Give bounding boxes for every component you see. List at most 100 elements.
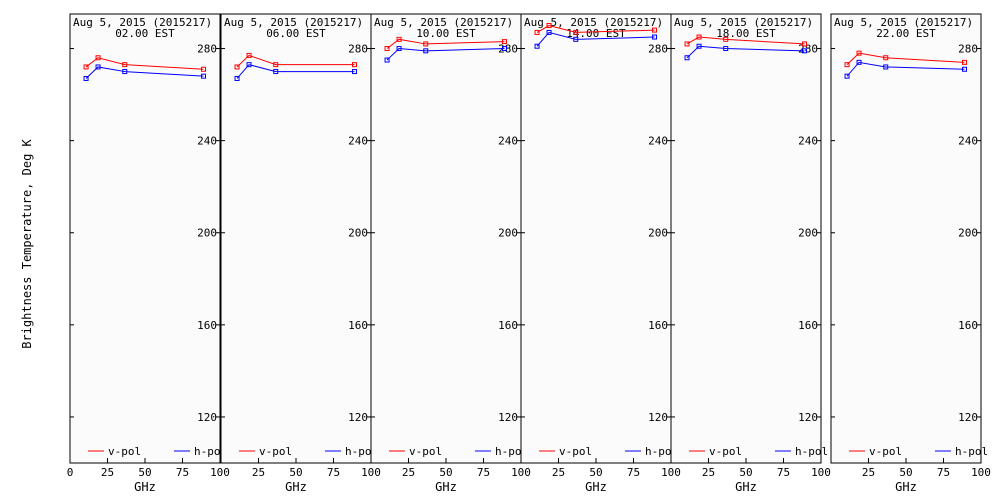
x-tick-label: 50 — [138, 466, 151, 479]
y-tick-label: 240 — [958, 135, 978, 148]
data-point — [546, 23, 552, 29]
legend-label: h-pol — [645, 445, 678, 458]
panel-title: Aug 5, 2015 (2015217) — [674, 16, 813, 29]
y-tick-label: 160 — [798, 319, 818, 332]
y-tick-label: 200 — [498, 227, 518, 240]
legend-label: h-pol — [495, 445, 528, 458]
y-tick-label: 280 — [498, 43, 518, 56]
series-line-v-pol — [236, 54, 355, 68]
y-tick-label: 120 — [197, 411, 217, 424]
y-tick-label: 160 — [197, 319, 217, 332]
data-point — [95, 64, 101, 70]
data-point — [423, 41, 429, 47]
data-point — [844, 62, 850, 68]
x-tick-label: 25 — [252, 466, 265, 479]
panel-6: Aug 5, 2015 (2015217)22.00 EST 120 160 200 2… — [830, 13, 991, 494]
data-point — [95, 55, 101, 61]
y-tick-label: 240 — [197, 135, 217, 148]
x-tick-label: 0 — [67, 466, 74, 479]
panel-subtitle: 14.00 EST — [566, 27, 626, 40]
x-tick-label: 100 — [511, 466, 531, 479]
data-point — [396, 46, 402, 52]
y-tick-label: 120 — [498, 411, 518, 424]
data-point — [573, 29, 579, 35]
x-tick-label: 100 — [361, 466, 381, 479]
y-tick-label: 200 — [958, 227, 978, 240]
data-point — [883, 64, 889, 70]
series-line-h-pol — [686, 45, 805, 59]
data-point — [201, 73, 206, 79]
data-point — [844, 73, 850, 79]
x-tick-label: 75 — [477, 466, 490, 479]
y-tick-label: 240 — [648, 135, 668, 148]
panel-4: Aug 5, 2015 (2015217)14.00 EST 120 160 200 2… — [520, 13, 681, 494]
data-point — [883, 55, 889, 61]
legend-label: h-pol — [194, 445, 227, 458]
y-tick-label: 280 — [958, 43, 978, 56]
plot-area — [520, 13, 672, 464]
data-point — [246, 62, 252, 68]
y-tick-label: 240 — [348, 135, 368, 148]
x-axis-label: GHz — [435, 480, 457, 494]
y-tick-label: 120 — [798, 411, 818, 424]
data-point — [723, 36, 729, 42]
x-tick-label: 75 — [627, 466, 640, 479]
panel-subtitle: 22.00 EST — [876, 27, 936, 40]
x-tick-label: 75 — [777, 466, 790, 479]
x-tick-label: 50 — [289, 466, 302, 479]
panel-2: Aug 5, 2015 (2015217)06.00 EST 120 160 200 2… — [220, 13, 381, 494]
panel-subtitle: 10.00 EST — [416, 27, 476, 40]
data-point — [122, 69, 128, 75]
x-tick-label: 75 — [327, 466, 340, 479]
data-point — [83, 64, 89, 70]
y-tick-label: 280 — [648, 43, 668, 56]
data-point — [273, 69, 279, 75]
data-point — [384, 46, 390, 52]
y-tick-label: 160 — [498, 319, 518, 332]
x-tick-label: 75 — [937, 466, 950, 479]
legend-label: v-pol — [709, 445, 742, 458]
data-point — [384, 57, 390, 63]
panel-title: Aug 5, 2015 (2015217) — [224, 16, 363, 29]
data-point — [546, 29, 552, 35]
panel-3: Aug 5, 2015 (2015217)10.00 EST 120 160 200 2… — [370, 13, 531, 494]
y-tick-label: 160 — [348, 319, 368, 332]
legend-label: h-pol — [345, 445, 378, 458]
y-tick-label: 280 — [197, 43, 217, 56]
data-point — [684, 41, 690, 47]
y-tick-label: 120 — [348, 411, 368, 424]
y-tick-label: 200 — [197, 227, 217, 240]
x-tick-label: 75 — [176, 466, 189, 479]
legend-label: h-pol — [795, 445, 828, 458]
data-point — [534, 43, 540, 49]
data-point — [122, 62, 128, 68]
y-tick-label: 160 — [648, 319, 668, 332]
x-tick-label: 25 — [862, 466, 875, 479]
series-line-v-pol — [386, 38, 505, 49]
panel-5: Aug 5, 2015 (2015217)18.00 EST 120 160 200 2… — [670, 13, 831, 494]
x-axis-label: GHz — [735, 480, 757, 494]
x-tick-label: 50 — [899, 466, 912, 479]
data-point — [684, 55, 690, 61]
data-point — [534, 29, 540, 35]
panel-title: Aug 5, 2015 (2015217) — [374, 16, 513, 29]
x-axis-label: GHz — [585, 480, 607, 494]
x-tick-label: 25 — [101, 466, 114, 479]
data-point — [802, 41, 807, 47]
data-point — [962, 66, 967, 72]
data-point — [352, 62, 357, 68]
panel-title: Aug 5, 2015 (2015217) — [524, 16, 663, 29]
x-tick-label: 25 — [702, 466, 715, 479]
panel-subtitle: 02.00 EST — [115, 27, 175, 40]
data-point — [396, 36, 402, 42]
panels: Aug 5, 2015 (2015217) 02.00 EST 120 160 200 2… — [67, 13, 991, 494]
series-line-h-pol — [386, 48, 505, 61]
x-tick-label: 50 — [739, 466, 752, 479]
series-line-h-pol — [536, 31, 655, 47]
legend-label: v-pol — [869, 445, 902, 458]
y-tick-label: 200 — [648, 227, 668, 240]
data-point — [802, 48, 807, 54]
series-line-v-pol — [686, 36, 805, 45]
plot-area — [830, 13, 982, 464]
